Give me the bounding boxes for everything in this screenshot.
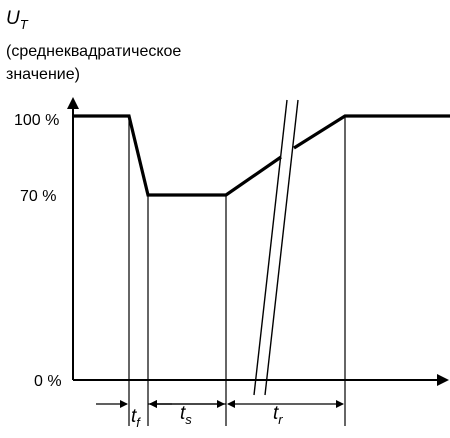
voltage-curve-first <box>73 114 282 197</box>
level-0-label: 0 % <box>34 373 62 390</box>
tr-label: tr <box>273 403 283 427</box>
y-axis-caption-line1: (среднеквадратическое <box>6 43 181 60</box>
y-axis-symbol: UT <box>6 8 29 32</box>
break-line-right <box>264 99 299 396</box>
y-axis-caption-line2: значение) <box>6 66 80 83</box>
level-70-label: 70 % <box>20 188 56 205</box>
level-100-label: 100 % <box>14 112 59 129</box>
ts-label: ts <box>180 403 192 427</box>
voltage-curve-second <box>293 114 450 150</box>
break-line-left <box>253 99 288 396</box>
tf-label: tf <box>131 406 141 430</box>
